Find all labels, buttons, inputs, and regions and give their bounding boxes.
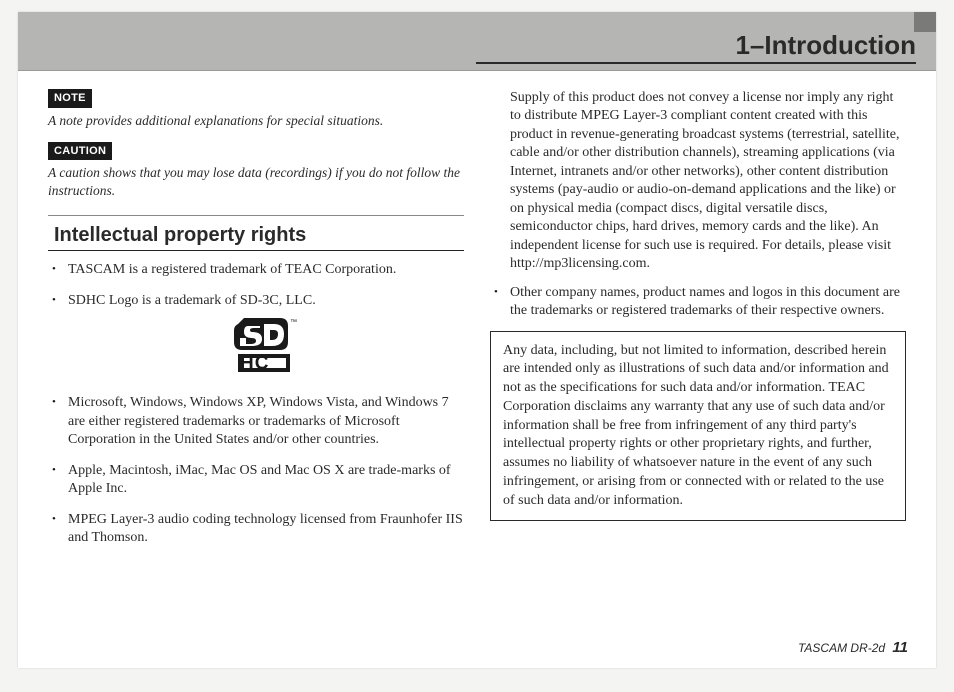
list-item-text: SDHC Logo is a trademark of SD-3C, LLC. [68, 293, 316, 308]
list-item-text: Apple, Macintosh, iMac, Mac OS and Mac O… [68, 463, 451, 496]
list-item: Apple, Macintosh, iMac, Mac OS and Mac O… [48, 462, 464, 499]
caution-text: A caution shows that you may lose data (… [48, 164, 464, 200]
list-item-text: TASCAM is a registered trademark of TEAC… [68, 262, 396, 277]
list-item-text: Other company names, product names and l… [510, 285, 900, 318]
header-underline [476, 62, 916, 64]
chapter-title: 1–Introduction [735, 30, 916, 61]
svg-text:™: ™ [290, 319, 297, 326]
list-item: MPEG Layer-3 audio coding technology lic… [48, 511, 464, 548]
list-item: Microsoft, Windows, Windows XP, Windows … [48, 394, 464, 449]
disclaimer-box: Any data, including, but not limited to … [490, 331, 906, 522]
list-item-text: MPEG Layer-3 audio coding technology lic… [68, 512, 463, 545]
footer-page-number: 11 [892, 639, 908, 656]
manual-page: 1–Introduction NOTE A note provides addi… [18, 12, 936, 668]
section-rule-top [48, 215, 464, 216]
footer-product: TASCAM DR-2d [798, 641, 885, 655]
caution-badge: CAUTION [48, 142, 112, 161]
page-footer: TASCAM DR-2d 11 [798, 639, 908, 656]
sdhc-logo-block: HC ™ [68, 316, 464, 380]
page-tab-stripe [914, 12, 936, 32]
list-item: TASCAM is a registered trademark of TEAC… [48, 261, 464, 279]
list-item: Other company names, product names and l… [490, 284, 906, 321]
note-text: A note provides additional explanations … [48, 112, 464, 130]
right-lead-paragraph: Supply of this product does not convey a… [490, 89, 906, 274]
note-badge: NOTE [48, 89, 92, 108]
section-heading: Intellectual property rights [54, 222, 464, 248]
list-item: SDHC Logo is a trademark of SD-3C, LLC. … [48, 292, 464, 381]
right-list: Other company names, product names and l… [490, 284, 906, 321]
ip-rights-list: TASCAM is a registered trademark of TEAC… [48, 261, 464, 548]
list-item-text: Microsoft, Windows, Windows XP, Windows … [68, 395, 449, 447]
right-column: Supply of this product does not convey a… [490, 89, 906, 560]
left-column: NOTE A note provides additional explanat… [48, 89, 464, 560]
section-rule-bottom [48, 250, 464, 251]
two-column-layout: NOTE A note provides additional explanat… [18, 71, 936, 560]
sdhc-logo-icon: HC ™ [230, 316, 302, 374]
